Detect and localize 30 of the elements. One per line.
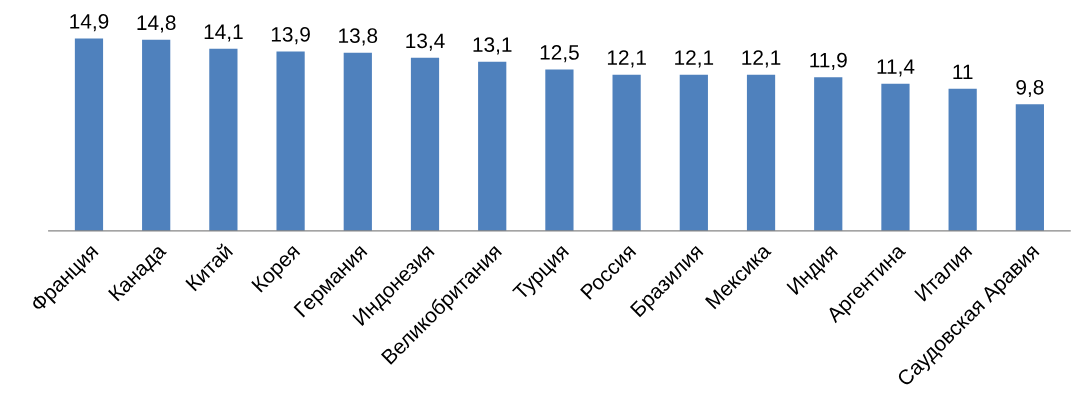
bar — [612, 74, 641, 231]
data-label: 11,4 — [877, 59, 915, 77]
bar — [74, 38, 104, 231]
bar — [1015, 104, 1044, 231]
bar — [545, 69, 574, 231]
bar — [209, 48, 238, 231]
data-label: 14,1 — [204, 24, 243, 42]
bar — [343, 52, 372, 231]
data-label: 12,1 — [742, 50, 781, 68]
bar — [814, 77, 843, 231]
data-label: 9,8 — [1016, 79, 1044, 98]
data-label: 13,9 — [271, 26, 310, 45]
data-label: 13,1 — [473, 37, 512, 55]
bar — [478, 61, 507, 231]
data-label: 12,1 — [607, 50, 646, 68]
bar — [746, 74, 776, 231]
data-label: 14,8 — [137, 15, 176, 33]
data-label: 11 — [953, 64, 973, 79]
data-label: 12,1 — [675, 50, 714, 68]
data-label: 12,5 — [540, 45, 579, 63]
bar — [276, 51, 305, 231]
data-label: 11,9 — [810, 52, 847, 71]
bar — [142, 39, 171, 231]
bar — [679, 74, 708, 231]
bar — [881, 83, 910, 231]
bar — [948, 88, 977, 231]
data-label: 13,4 — [406, 33, 445, 51]
data-label: 13,8 — [339, 28, 378, 46]
data-label: 14,9 — [70, 14, 109, 32]
bar — [410, 57, 440, 231]
